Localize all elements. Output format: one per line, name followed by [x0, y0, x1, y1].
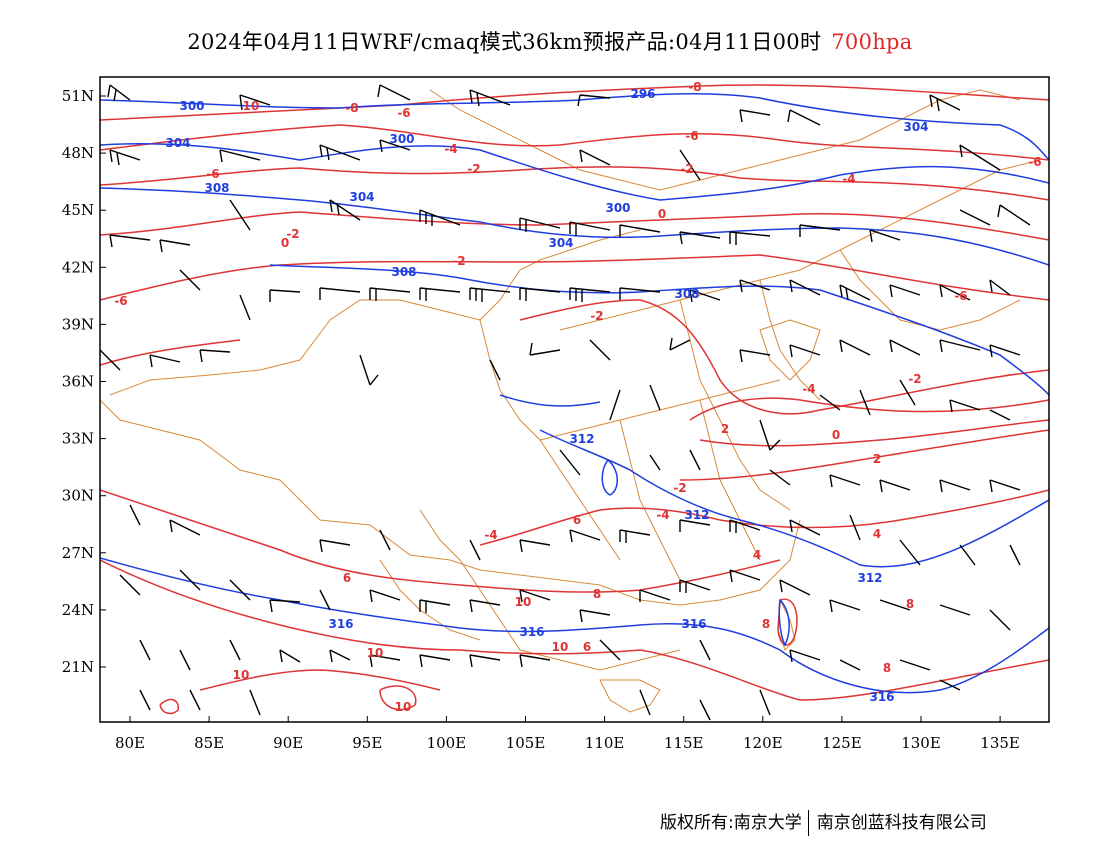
temperature-label: 4 [753, 548, 761, 562]
temperature-label: 0 [832, 428, 840, 442]
height-contour-labels: 300 296 304 300 308 304 300 304 304 308 … [165, 87, 928, 704]
temperature-label: -2 [908, 372, 921, 386]
temperature-label: -4 [656, 508, 669, 522]
copyright-text: 版权所有:南京大学 [660, 813, 802, 833]
temperature-label: -6 [206, 167, 219, 181]
height-label: 316 [328, 617, 353, 631]
temperature-label: -2 [680, 162, 693, 176]
temperature-label: 2 [721, 422, 729, 436]
height-label: 304 [349, 190, 374, 204]
height-label: 304 [165, 136, 190, 150]
height-label: 312 [857, 571, 882, 585]
temperature-label: -6 [1028, 155, 1041, 169]
longitude-label: 125E [822, 734, 862, 752]
height-label: 316 [681, 617, 706, 631]
temperature-label: -4 [444, 142, 457, 156]
temperature-label: -6 [114, 294, 127, 308]
longitude-label: 115E [664, 734, 704, 752]
longitude-label: 110E [585, 734, 625, 752]
temperature-label: 10 [367, 646, 384, 660]
height-label: 308 [204, 181, 229, 195]
longitude-label: 105E [506, 734, 546, 752]
temperature-label: -4 [802, 382, 815, 396]
temperature-label: -2 [452, 254, 465, 268]
latitude-label: 45N [62, 201, 94, 219]
latitude-label: 39N [62, 315, 94, 333]
height-label: 296 [630, 87, 655, 101]
longitude-label: 120E [743, 734, 783, 752]
temperature-label: 6 [573, 513, 581, 527]
temperature-label: -6 [685, 129, 698, 143]
longitude-axis: 80E 85E 90E 95E 100E 105E 110E 115E 120E 125E 130E… [115, 716, 1020, 752]
temperature-label: 8 [883, 661, 891, 675]
latitude-label: 30N [62, 487, 94, 505]
title-main: 2024年04月11日WRF/cmaq模式36km预报产品:04月11日00时 [187, 30, 822, 54]
footer: 版权所有:南京大学 南京创蓝科技有限公司 [660, 808, 987, 836]
temperature-label: -6 [397, 106, 410, 120]
footer-separator [807, 810, 809, 836]
height-label: 312 [684, 508, 709, 522]
temperature-label: -8 [345, 101, 358, 115]
pressure-level: 700hpa [831, 30, 913, 54]
latitude-label: 48N [62, 144, 94, 162]
longitude-label: 90E [273, 734, 303, 752]
temperature-label: 8 [593, 587, 601, 601]
temperature-label: 10 [552, 640, 569, 654]
map-title: 2024年04月11日WRF/cmaq模式36km预报产品:04月11日00时 7… [0, 26, 1100, 56]
temperature-contours [100, 84, 1049, 715]
temperature-label: 10 [395, 700, 412, 714]
longitude-label: 80E [115, 734, 145, 752]
height-label: 308 [391, 265, 416, 279]
temperature-label: 10 [515, 595, 532, 609]
latitude-label: 27N [62, 544, 94, 562]
latitude-label: 51N [62, 87, 94, 105]
temperature-label: -6 [954, 289, 967, 303]
temperature-label: 0 [658, 207, 666, 221]
temperature-label: -4 [484, 528, 497, 542]
plot-frame [99, 76, 1050, 723]
boundary-lines [100, 89, 1041, 713]
longitude-label: 135E [980, 734, 1020, 752]
temperature-label: 10 [233, 668, 250, 682]
temperature-label: -2 [467, 162, 480, 176]
latitude-label: 21N [62, 658, 94, 676]
company-text: 南京创蓝科技有限公司 [816, 813, 987, 833]
height-label: 312 [569, 432, 594, 446]
latitude-axis: 51N 48N 45N 42N 39N 36N 33N 30N 27N 24N 21N [62, 87, 106, 676]
temperature-label: 4 [873, 527, 881, 541]
longitude-label: 95E [352, 734, 382, 752]
temperature-label: 2 [873, 452, 881, 466]
temperature-label: -2 [673, 481, 686, 495]
height-label: 300 [605, 201, 630, 215]
temperature-label: -4 [842, 172, 855, 186]
latitude-label: 33N [62, 430, 94, 448]
height-label: 300 [179, 99, 204, 113]
temperature-label: 6 [583, 640, 591, 654]
temperature-label: 8 [906, 597, 914, 611]
wind-barbs [100, 84, 1031, 721]
height-label: 300 [389, 132, 414, 146]
height-label: 316 [519, 625, 544, 639]
longitude-label: 85E [194, 734, 224, 752]
height-label: 308 [674, 287, 699, 301]
height-contours [100, 93, 1049, 694]
temperature-label: 6 [343, 571, 351, 585]
height-label: 304 [548, 236, 573, 250]
height-label: 316 [869, 690, 894, 704]
height-label: 304 [903, 120, 928, 134]
temperature-label: -2 [286, 227, 299, 241]
latitude-label: 36N [62, 373, 94, 391]
temperature-label: 10 [243, 99, 260, 113]
temperature-label: -2 [590, 309, 603, 323]
temperature-label: 0 [281, 236, 289, 250]
temperature-contour-labels: 10 -8 -6 -8 -6 -4 -2 -2 -4 -6 -6 0 -2 -2… [114, 80, 1041, 714]
latitude-label: 24N [62, 601, 94, 619]
temperature-label: -8 [688, 80, 701, 94]
temperature-label: 8 [762, 617, 770, 631]
latitude-label: 42N [62, 258, 94, 276]
longitude-label: 130E [901, 734, 941, 752]
longitude-label: 100E [427, 734, 467, 752]
